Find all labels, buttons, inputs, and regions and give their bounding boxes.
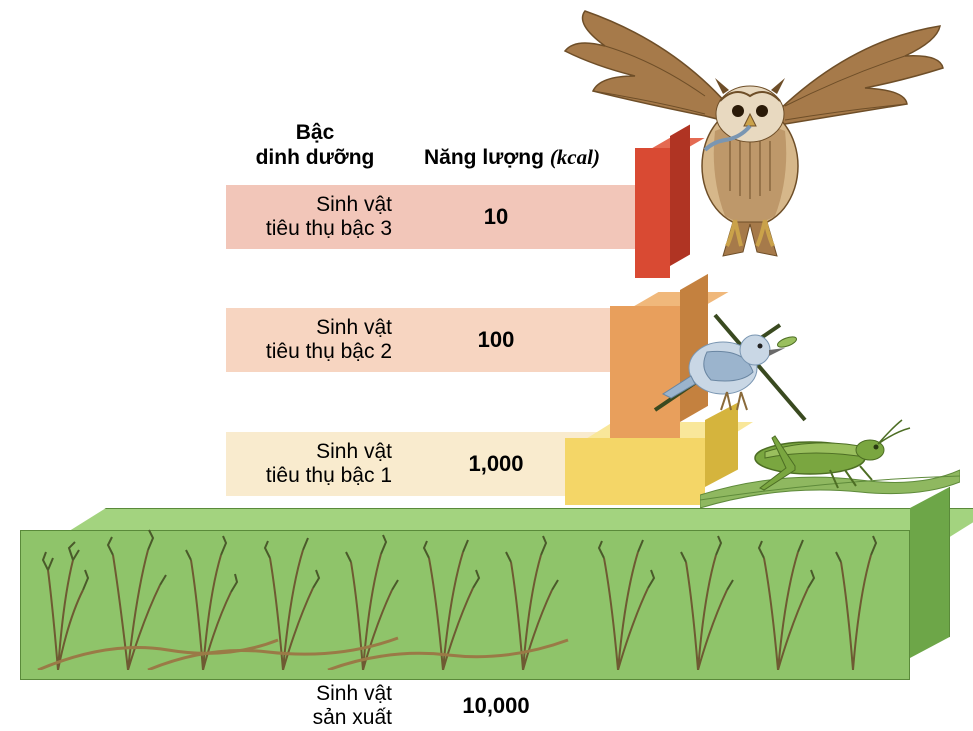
plants-svg xyxy=(28,500,898,670)
label-consumer2: Sinh vật tiêu thụ bậc 2 xyxy=(226,316,406,364)
header-trophic-line1: Bậc xyxy=(296,121,335,144)
label-consumer3-l1: Sinh vật xyxy=(316,193,392,216)
value-consumer2: 100 xyxy=(406,327,586,353)
label-consumer1: Sinh vật tiêu thụ bậc 1 xyxy=(226,440,406,488)
row-consumer1: Sinh vật tiêu thụ bậc 1 1,000 xyxy=(226,432,586,496)
owl-icon xyxy=(545,6,945,266)
header-energy-label: Năng lượng xyxy=(424,146,544,169)
value-producer: 10,000 xyxy=(406,693,586,719)
pyramid-base-side-face xyxy=(910,487,950,658)
tier1-front-face xyxy=(565,438,705,505)
plant-clump xyxy=(43,542,88,670)
label-consumer2-l2: tiêu thụ bậc 2 xyxy=(266,340,392,363)
column-headers: Bậc dinh dưỡng Năng lượng (kcal) xyxy=(210,120,600,170)
label-consumer3-l2: tiêu thụ bậc 3 xyxy=(266,217,392,240)
label-consumer3: Sinh vật tiêu thụ bậc 3 xyxy=(226,193,406,241)
row-producer: Sinh vật sản xuất 10,000 xyxy=(226,682,586,730)
header-trophic-level: Bậc dinh dưỡng xyxy=(210,120,420,170)
small-bird-icon xyxy=(645,310,825,430)
label-consumer1-l1: Sinh vật xyxy=(316,440,392,463)
value-consumer1: 1,000 xyxy=(406,451,586,477)
label-consumer2-l1: Sinh vật xyxy=(316,316,392,339)
label-consumer1-l2: tiêu thụ bậc 1 xyxy=(266,464,392,487)
row-consumer2: Sinh vật tiêu thụ bậc 2 100 xyxy=(226,308,586,372)
label-producer-l2: sản xuất xyxy=(313,706,392,729)
plants-illustration xyxy=(28,500,898,670)
header-trophic-line2: dinh dưỡng xyxy=(256,146,375,169)
label-producer: Sinh vật sản xuất xyxy=(226,682,406,730)
label-producer-l1: Sinh vật xyxy=(316,682,392,705)
row-consumer3: Sinh vật tiêu thụ bậc 3 10 xyxy=(226,185,586,249)
